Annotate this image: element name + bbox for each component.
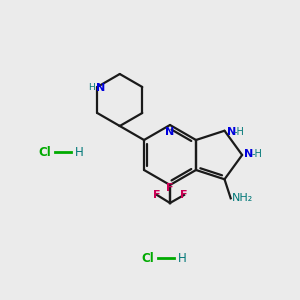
Text: -H: -H [233,127,244,137]
Text: Cl: Cl [142,251,154,265]
Text: F: F [166,183,174,193]
Text: Cl: Cl [39,146,51,158]
Text: N: N [96,83,106,93]
Text: N: N [165,127,175,137]
Text: NH₂: NH₂ [232,193,253,203]
Text: F: F [153,190,161,200]
Text: N: N [226,127,236,137]
Text: -H: -H [251,149,262,159]
Text: H: H [75,146,83,158]
Text: F: F [180,190,188,200]
Text: H: H [178,251,186,265]
Text: H: H [88,83,95,92]
Text: N: N [244,149,254,159]
